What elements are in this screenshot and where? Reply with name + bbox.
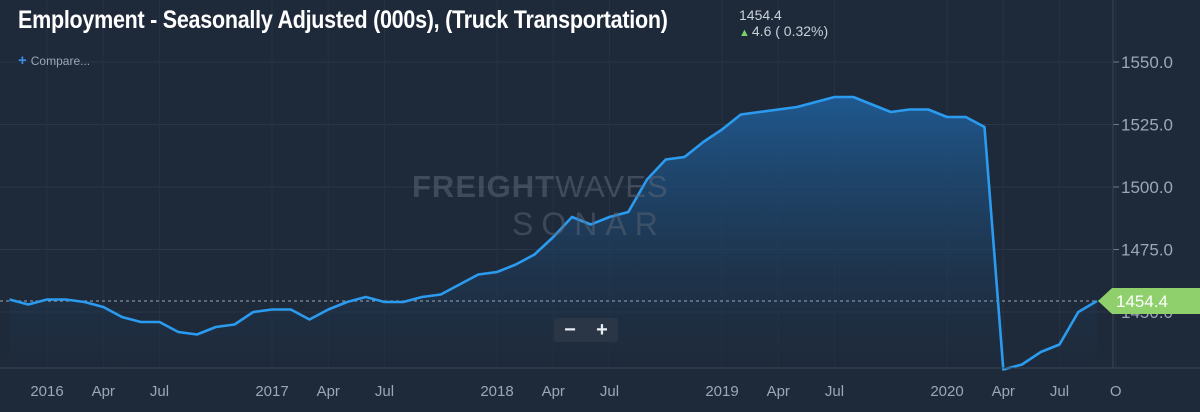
x-tick-label: 2016 <box>30 383 63 400</box>
compare-button[interactable]: + Compare... <box>18 52 91 69</box>
x-tick-label: O <box>1110 383 1122 400</box>
zoom-out-button[interactable]: − <box>564 319 576 341</box>
chart-title: Employment - Seasonally Adjusted (000s),… <box>18 6 668 34</box>
y-tick-label: 1550.0 <box>1121 53 1173 72</box>
last-value-badge-label: 1454.4 <box>1116 292 1168 311</box>
x-tick-label: 2017 <box>255 383 288 400</box>
x-tick-label: Jul <box>375 383 394 400</box>
x-tick-label: Jul <box>1050 383 1069 400</box>
x-tick-label: Jul <box>825 383 844 400</box>
x-tick-label: Apr <box>92 383 115 400</box>
up-arrow-icon: ▲ <box>739 27 750 39</box>
last-value: 1454.4 <box>739 7 782 23</box>
zoom-controls: − + <box>554 318 618 342</box>
plus-icon: + <box>18 52 27 69</box>
y-tick-label: 1475.0 <box>1121 241 1173 260</box>
x-tick-label: Apr <box>767 383 790 400</box>
x-tick-label: 2018 <box>480 383 513 400</box>
change-value: ▲ 4.6 ( 0.32%) <box>739 23 829 39</box>
y-tick-label: 1525.0 <box>1121 116 1173 135</box>
last-value-badge: 1454.4 <box>1098 288 1200 314</box>
y-tick-label: 1500.0 <box>1121 178 1173 197</box>
x-tick-label: Jul <box>600 383 619 400</box>
x-tick-label: Apr <box>992 383 1015 400</box>
quote-box: 1454.4 ▲ 4.6 ( 0.32%) <box>739 7 828 41</box>
x-tick-label: Apr <box>317 383 340 400</box>
sonar-watermark: SONAR <box>512 206 666 242</box>
series-line <box>9 95 1098 371</box>
x-tick-label: 2020 <box>930 383 963 400</box>
x-tick-label: 2019 <box>705 383 738 400</box>
series-area <box>9 97 1097 370</box>
freightwaves-watermark: FREIGHTWAVES <box>412 169 669 204</box>
x-tick-label: Jul <box>150 383 169 400</box>
zoom-in-button[interactable]: + <box>596 319 608 341</box>
x-tick-label: Apr <box>542 383 565 400</box>
x-axis-ticks: 2016 Apr Jul 2017 Apr Jul 2018 Apr Jul 2019 Apr Jul… <box>0 367 1200 400</box>
